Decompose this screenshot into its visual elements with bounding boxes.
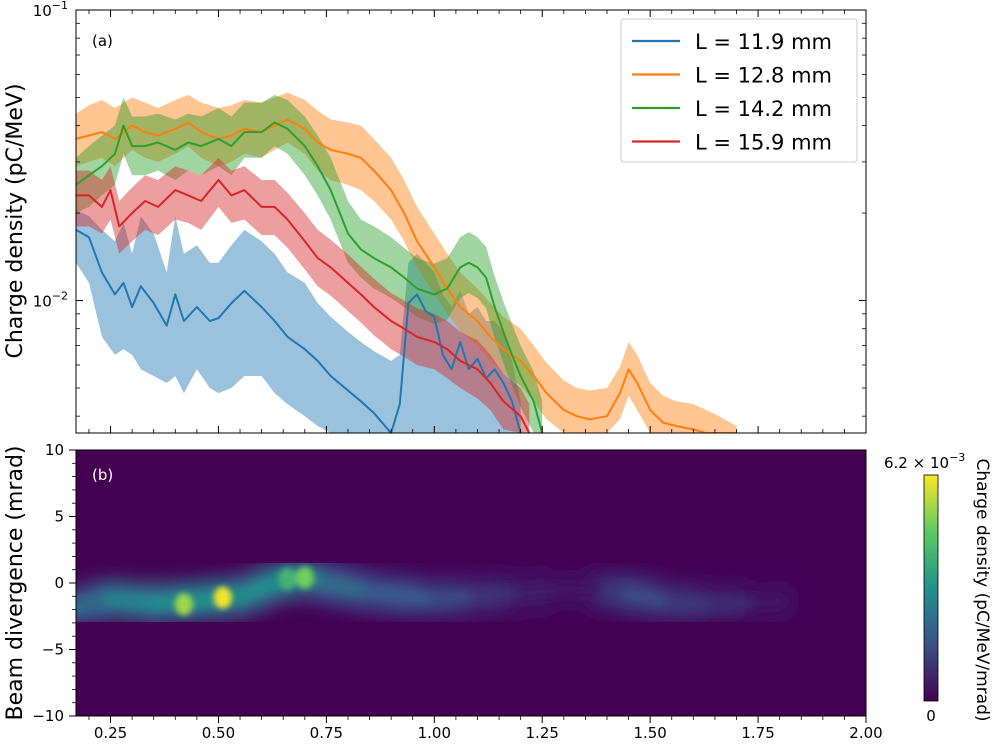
legend-label-3: L = 14.2 mm	[695, 97, 832, 121]
heatmap-ridge-core	[319, 576, 377, 600]
legend: L = 11.9 mm L = 12.8 mm L = 14.2 mm L = 15.…	[620, 18, 858, 163]
line-series-2	[76, 118, 737, 433]
panel-b: (b) Beam divergence (mrad) −10 −5 0 5 10 0.2…	[3, 441, 883, 742]
heatmap-ridge-core	[621, 586, 679, 610]
b-xtick-label-2: 0.50	[202, 724, 235, 742]
colorbar-title: Charge density (pC/MeV/mrad)	[972, 458, 992, 721]
panel-b-xtick-labels: 0.25 0.50 0.75 1.00 1.25 1.50 1.75 2.00	[94, 724, 883, 742]
panel-b-ticks	[69, 449, 867, 723]
heatmap-ridge-core	[103, 591, 161, 610]
panel-b-label: (b)	[92, 466, 113, 484]
b-ytick-label-4: 5	[54, 508, 64, 526]
heatmap-layer	[76, 557, 800, 627]
panel-a-label: (a)	[92, 32, 113, 50]
colorbar-max-label: 6.2 × 10−3	[884, 451, 965, 472]
b-ytick-label-3: 0	[54, 574, 64, 592]
heatmap-ridge-core	[470, 586, 528, 604]
b-xtick-label-3: 0.75	[310, 724, 343, 742]
heatmap-hotspot-2	[213, 586, 232, 609]
band-series-1	[76, 210, 521, 433]
heatmap-hotspot-3	[295, 566, 314, 589]
heatmap-hotspot-4	[278, 568, 297, 591]
line-series-1	[76, 229, 522, 433]
b-xtick-label-8: 2.00	[849, 724, 882, 742]
panel-b-ylabel: Beam divergence (mrad)	[3, 446, 28, 721]
panel-a-lines	[76, 118, 737, 433]
heatmap-ridge-core	[233, 573, 291, 604]
panel-a-ticks	[76, 9, 867, 433]
legend-label-2: L = 12.8 mm	[695, 64, 832, 88]
b-ytick-label-2: −5	[42, 641, 64, 659]
band-series-4	[76, 157, 530, 433]
a-ytick-label-2: 10−2	[33, 290, 68, 311]
heatmap-ridge-core	[362, 585, 442, 606]
b-ytick-label-5: 10	[45, 441, 64, 459]
panel-a-ylabel: Charge density (pC/MeV)	[3, 83, 28, 358]
b-xtick-label-7: 1.75	[741, 724, 774, 742]
b-xtick-label-4: 1.00	[418, 724, 451, 742]
legend-label-1: L = 11.9 mm	[695, 30, 832, 54]
heatmap-ridge-core	[707, 595, 766, 612]
panel-a-frame	[75, 9, 867, 434]
b-ytick-label-1: −10	[32, 707, 64, 725]
panel-a: (a) Charge density (pC/MeV) 10−1 10−2 L =…	[3, 0, 867, 434]
b-xtick-label-5: 1.25	[526, 724, 559, 742]
line-series-4	[76, 179, 531, 433]
colorbar-gradient	[923, 474, 939, 702]
b-xtick-label-6: 1.50	[633, 724, 666, 742]
legend-box	[620, 18, 858, 163]
panel-b-frame	[75, 449, 867, 717]
heatmap-hotspot-1	[174, 593, 193, 616]
panel-b-ytick-labels: −10 −5 0 5 10	[32, 441, 64, 725]
colorbar-min-label: 0	[926, 707, 936, 725]
a-ytick-label-1: 10−1	[33, 0, 68, 20]
line-series-3	[76, 121, 544, 433]
colorbar: 6.2 × 10−3 0 Charge density (pC/MeV/mrad…	[884, 451, 992, 725]
panel-a-ytick-labels: 10−1 10−2	[33, 0, 68, 311]
heatmap-hotspots	[174, 566, 314, 616]
heatmap-ridge-core	[664, 595, 722, 612]
heatmap-ridge-core	[751, 594, 787, 610]
heatmap-ridge-core	[513, 582, 571, 601]
b-xtick-label-1: 0.25	[94, 724, 127, 742]
band-series-2	[76, 92, 737, 433]
legend-label-4: L = 15.9 mm	[695, 131, 832, 155]
heatmap-ridge-core	[427, 589, 485, 606]
heatmap-ridge-core	[556, 582, 614, 598]
